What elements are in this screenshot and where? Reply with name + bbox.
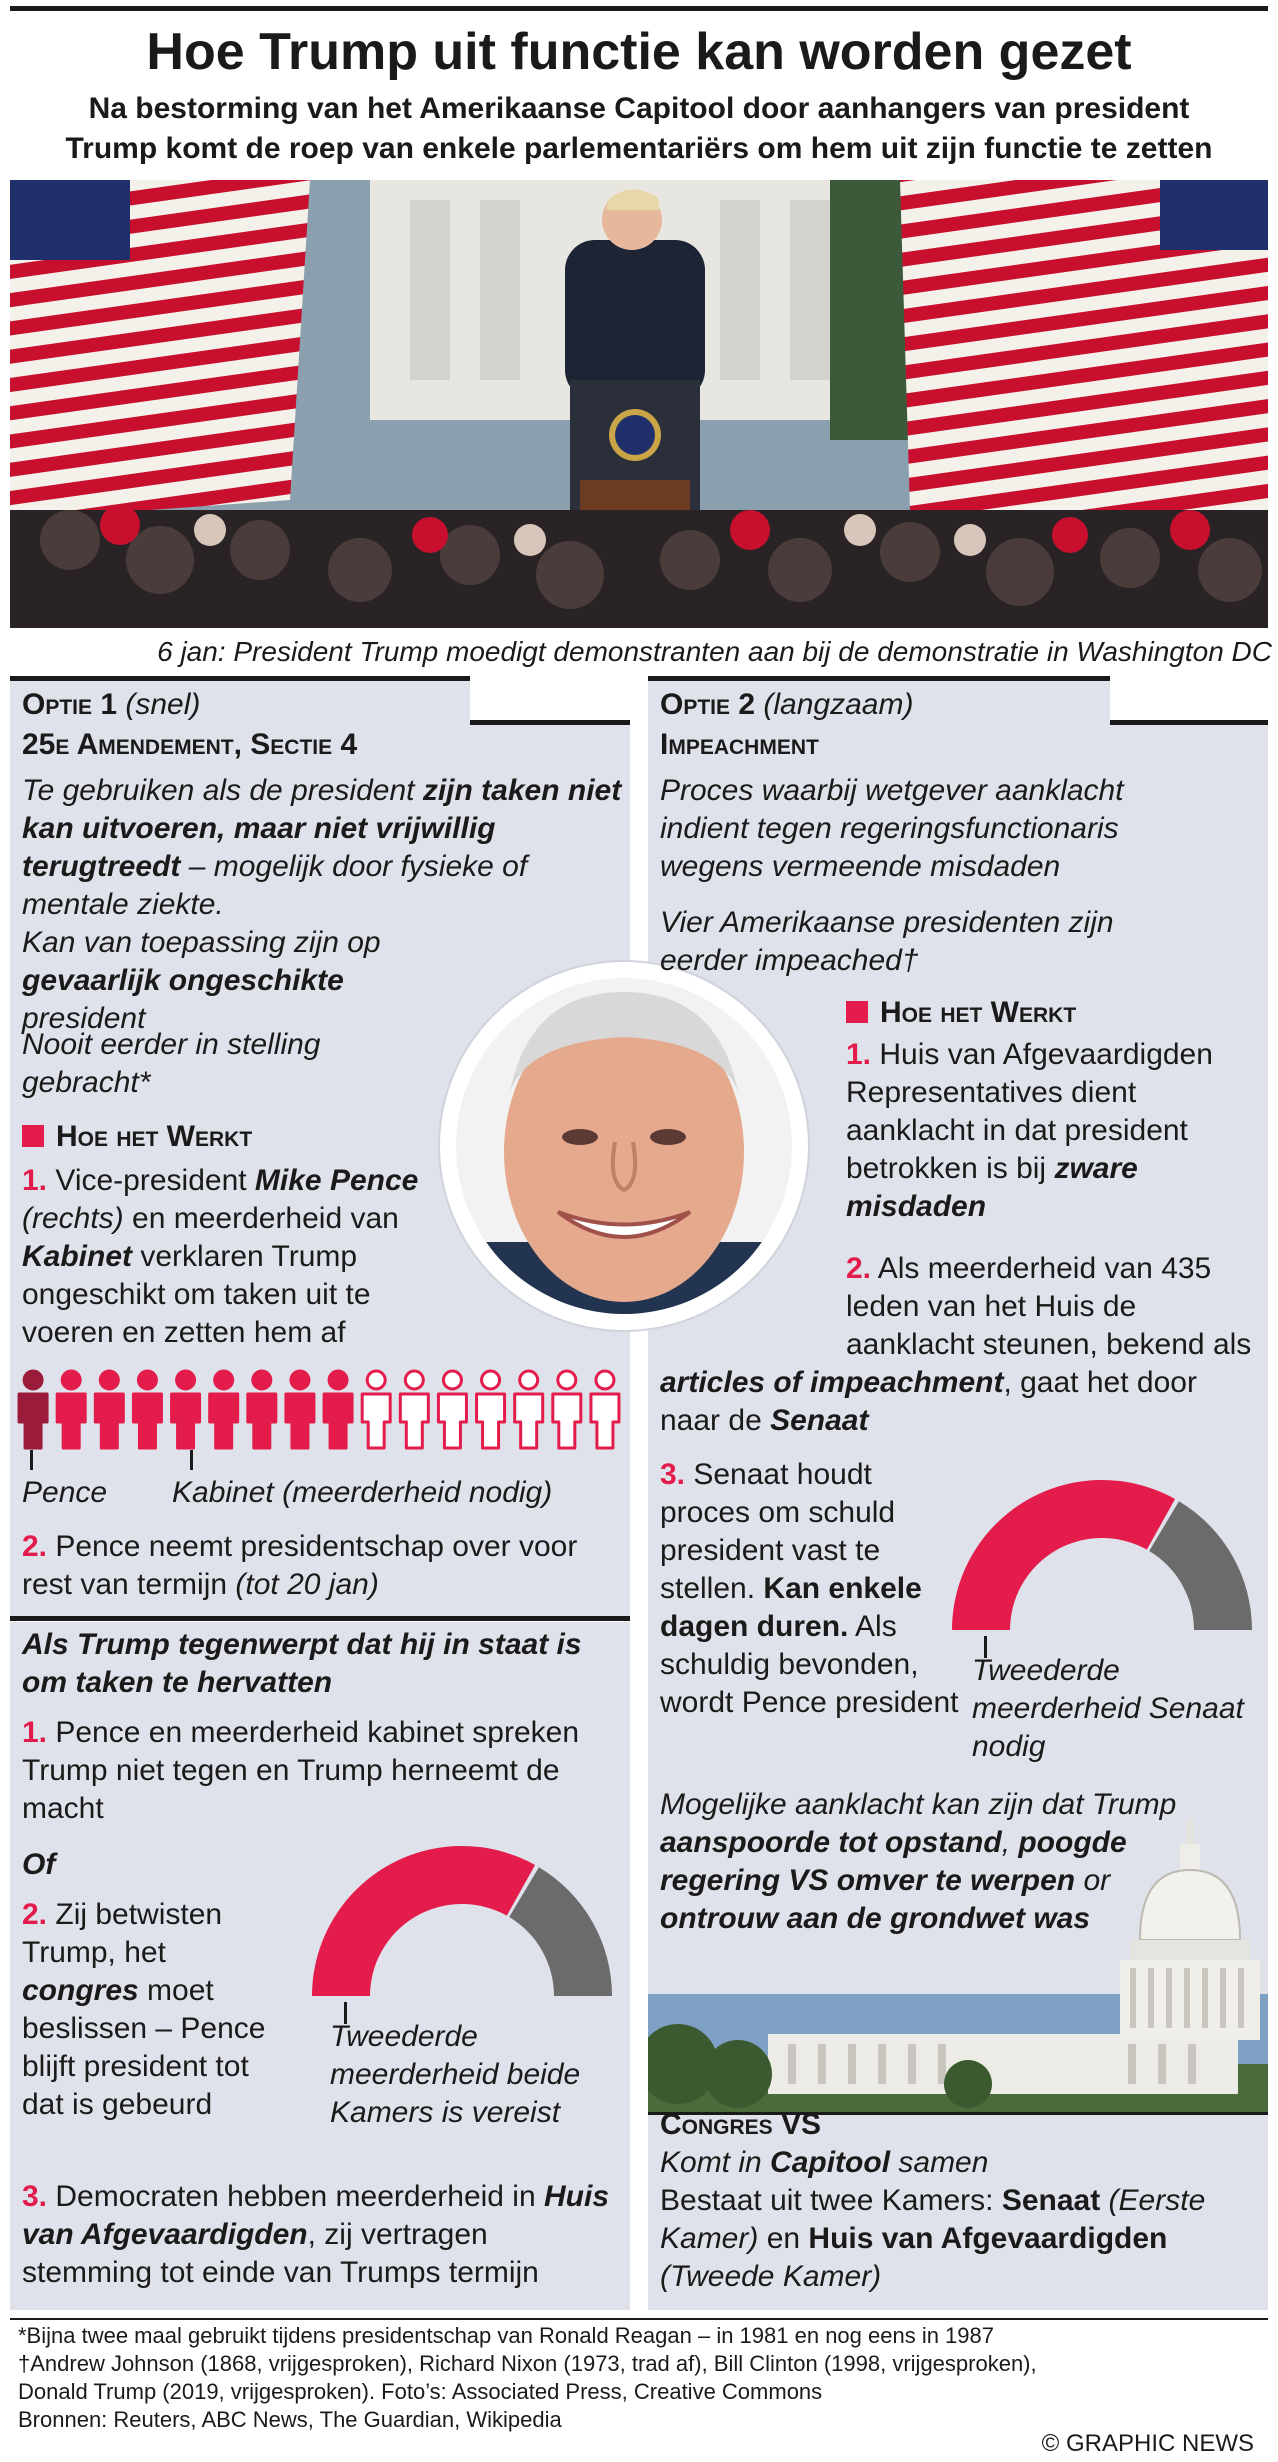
pence-label: Pence (22, 1476, 108, 1509)
option1-heading: Optie 1 (snel) (22, 688, 201, 721)
gauge-minority-segment (1149, 1501, 1252, 1630)
gauge-s3-tick (984, 1636, 987, 1658)
pence-portrait (456, 978, 792, 1314)
cabinet-member-outline-icon (475, 1369, 507, 1450)
cabinet-member-filled-icon (170, 1369, 202, 1450)
cabinet-member-outline-icon (551, 1369, 583, 1450)
option1-applies: Kan van toepassing zijn op gevaarlijk on… (22, 926, 381, 1035)
option2-tab-notch (1110, 678, 1268, 722)
option1-never-used: Nooit eerder in stelling gebracht* (22, 1028, 321, 1099)
contest-rule (10, 1616, 630, 1621)
cabinet-member-outline-icon (436, 1369, 468, 1450)
red-square-icon (22, 1125, 44, 1147)
option1-name: 25e Amendement, Sectie 4 (22, 728, 358, 761)
congress-chambers: Bestaat uit twee Kamers: Senaat (Eerste … (660, 2184, 1206, 2293)
cabinet-member-outline-icon (513, 1369, 545, 1450)
subtitle-line-1: Na bestorming van het Amerikaanse Capito… (88, 92, 1190, 125)
rally-photo (10, 180, 1268, 628)
gauge-c2-label: Tweederde meerderheid beide Kamers is ve… (330, 2020, 581, 2129)
option2-step1: 1. Huis van Afgevaardigden Representativ… (846, 1038, 1213, 1223)
cabinet-member-filled-icon (284, 1369, 316, 1450)
gauge-c2-tick (344, 2002, 347, 2024)
option2-heading: Optie 2 (langzaam) (660, 688, 914, 721)
pence-portrait-frame (440, 962, 808, 1330)
two-thirds-gauge-congress (312, 1846, 612, 1996)
capitol-dome-icon (1120, 1820, 1260, 2040)
contest-step1: 1. Pence en meerderheid kabinet spreken … (22, 1716, 580, 1825)
cabinet-member-outline-icon (398, 1369, 430, 1450)
contest-or: Of (22, 1848, 56, 1881)
option2-possible-charge: Mogelijke aanklacht kan zijn dat Trump a… (660, 1788, 1177, 1935)
option2-how-heading: Hoe het Werkt (846, 994, 1076, 1032)
contest-step3: 3. Democraten hebben meerderheid in Huis… (22, 2180, 610, 2289)
option1-rule (10, 676, 470, 681)
cabinet-figures (17, 1369, 621, 1450)
option1-step1: 1. Vice-president Mike Pence (rechts) en… (22, 1164, 419, 1349)
contest-step2: 2. Zij betwisten Trump, het congres moet… (22, 1898, 266, 2121)
footnote-rule (10, 2318, 1268, 2320)
pence-tick (30, 1450, 33, 1470)
option2-step2: 2. Als meerderheid van 435 leden van het… (846, 1252, 1252, 1361)
cabinet-label: Kabinet (meerderheid nodig) (172, 1476, 553, 1509)
option1-description: Te gebruiken als de president zijn taken… (22, 774, 622, 921)
cabinet-member-filled-icon (322, 1369, 354, 1450)
congress-heading: Congres VS (660, 2108, 822, 2141)
gauge-s3-label: Tweederde meerderheid Senaat nodig (972, 1654, 1244, 1763)
footnote-sources: Bronnen: Reuters, ABC News, The Guardian… (18, 2407, 562, 2432)
photo-caption: 6 jan: President Trump moedigt demonstra… (157, 636, 1272, 667)
footnote-photos: Donald Trump (2019, vrijgesproken). Foto… (18, 2379, 823, 2404)
cabinet-member-filled-icon (55, 1369, 87, 1450)
gauge-majority-segment (952, 1480, 1176, 1630)
cabinet-tick (190, 1450, 193, 1470)
cabinet-member-filled-icon (246, 1369, 278, 1450)
cabinet-member-filled-icon (208, 1369, 240, 1450)
option2-step3: 3. Senaat houdt proces om schuld preside… (660, 1458, 959, 1719)
option2-description: Proces waarbij wetgever aanklacht indien… (660, 774, 1124, 883)
flags-right (900, 180, 1268, 530)
page-title: Hoe Trump uit functie kan worden gezet (146, 23, 1132, 81)
flags-left (10, 180, 310, 520)
contest-heading: Als Trump tegenwerpt dat hij in staat is… (22, 1628, 582, 1699)
footnote-impeached: †Andrew Johnson (1868, vrijgesproken), R… (18, 2351, 1037, 2376)
option1-tab-notch (470, 678, 630, 722)
footnote-reagan: *Bijna twee maal gebruikt tijdens presid… (18, 2323, 995, 2348)
congress-meets: Komt in Capitool samen (660, 2146, 989, 2179)
cabinet-member-filled-icon (131, 1369, 163, 1450)
option2-rule (648, 676, 1110, 681)
cabinet-member-filled-icon (93, 1369, 125, 1450)
cabinet-member-outline-icon (360, 1369, 392, 1450)
gauge-majority-segment (312, 1846, 536, 1996)
option2-name: Impeachment (660, 728, 819, 761)
cabinet-member-outline-icon (589, 1369, 621, 1450)
pence-figure-icon (17, 1369, 49, 1450)
subtitle-line-2: Trump komt de roep van enkele parlementa… (65, 132, 1213, 165)
option2-rule-b (1110, 720, 1268, 725)
option1-how-heading: Hoe het Werkt (22, 1118, 252, 1156)
red-square-icon (846, 1001, 868, 1023)
option1-step2: 2. Pence neemt presidentschap over voor … (22, 1530, 578, 1601)
two-thirds-gauge-senate (952, 1480, 1252, 1630)
congress-rule (648, 2112, 1268, 2115)
copyright: © GRAPHIC NEWS (1041, 2430, 1254, 2457)
option2-four-presidents: Vier Amerikaanse presidenten zijn eerder… (660, 906, 1114, 977)
option2-step2-cont: articles of impeachment, gaat het door n… (660, 1366, 1197, 1437)
option1-rule-b (470, 720, 630, 725)
top-rule (10, 6, 1268, 11)
gauge-minority-segment (509, 1867, 612, 1996)
